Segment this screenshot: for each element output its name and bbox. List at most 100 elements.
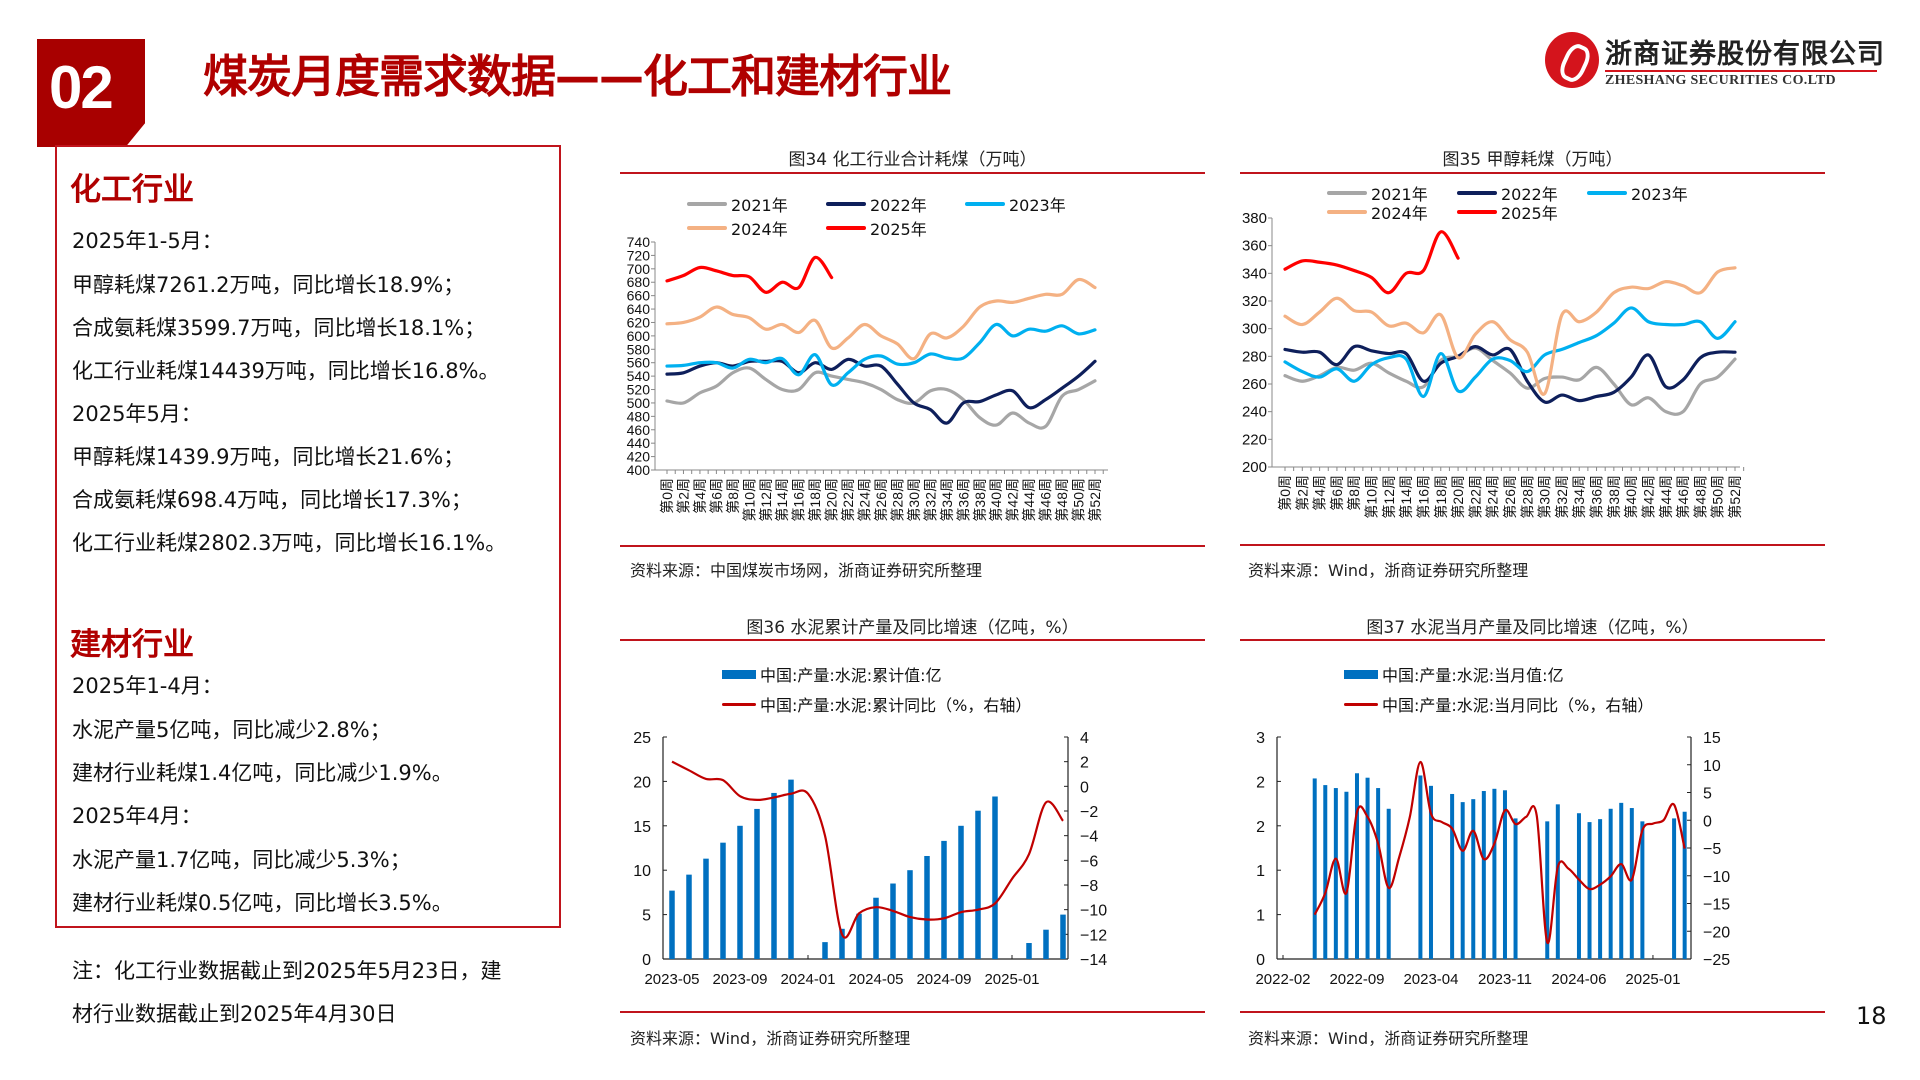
right-tick-label: −2 xyxy=(1080,804,1098,821)
bar xyxy=(1502,790,1507,959)
bar xyxy=(754,808,760,959)
y-tick-label: 300 xyxy=(1242,321,1267,338)
x-tick-label: 第22周 xyxy=(1467,475,1483,519)
x-tick-label: 第2周 xyxy=(1294,475,1310,511)
bar xyxy=(1460,802,1465,959)
bar xyxy=(958,825,964,959)
footnote-line: 材行业数据截止到2025年4月30日 xyxy=(72,1002,397,1026)
legend-label: 2023年 xyxy=(1009,196,1066,215)
chart-34-source: 资料来源：中国煤炭市场网，浙商证券研究所整理 xyxy=(630,561,983,580)
legend-label: 中国:产量:水泥:当月值:亿 xyxy=(1382,666,1564,685)
legend-item-2023: 2023年 xyxy=(965,192,1066,216)
bar xyxy=(1354,773,1359,959)
y-tick-label: 640 xyxy=(627,301,651,317)
building-line: 建材行业耗煤1.4亿吨，同比减少1.9%。 xyxy=(72,761,453,785)
legend-swatch xyxy=(1327,210,1367,214)
bar xyxy=(890,883,896,959)
x-tick-label: 第36周 xyxy=(955,478,971,522)
series-line-2023年 xyxy=(665,322,1097,387)
series-line-2025年 xyxy=(1283,230,1460,295)
legend-item-cumulative-output: 中国:产量:水泥:累计值:亿 xyxy=(722,662,942,686)
legend-swatch xyxy=(965,202,1005,206)
bar xyxy=(1344,791,1349,959)
chart-35: 200220240260280300320340360380第0周 第2周 第4周第… xyxy=(1242,210,1745,519)
legend-label: 2025年 xyxy=(870,220,927,239)
legend-item-2023: 2023年 xyxy=(1587,181,1688,205)
bar xyxy=(1640,821,1645,959)
x-tick-label: 第16周 xyxy=(1415,475,1431,519)
right-tick-label: −5 xyxy=(1703,841,1721,858)
chart-36-top-rule xyxy=(620,639,1205,641)
x-tick-label: 第30周 xyxy=(906,478,922,522)
chart-36-bottom-rule xyxy=(620,1011,1205,1013)
series-line-2022年 xyxy=(665,357,1097,425)
y-tick-label: 440 xyxy=(627,435,651,451)
series-line-2021年 xyxy=(665,366,1097,430)
legend-swatch xyxy=(1344,669,1378,679)
bar xyxy=(1608,808,1613,959)
bar xyxy=(1629,808,1634,959)
bar xyxy=(703,858,709,959)
legend-label: 中国:产量:水泥:累计同比（%，右轴） xyxy=(760,696,1032,715)
bar xyxy=(1481,791,1486,959)
y-tick-label: 260 xyxy=(1242,376,1267,393)
yoy-line xyxy=(671,760,1064,939)
left-tick-label: 0 xyxy=(1256,952,1265,969)
y-tick-label: 620 xyxy=(627,314,651,330)
bar xyxy=(907,870,913,959)
bar xyxy=(856,913,862,959)
right-tick-label: −25 xyxy=(1703,952,1730,969)
x-tick-label: 第22周 xyxy=(840,478,856,522)
x-tick-label: 第50周 xyxy=(1710,475,1726,519)
y-tick-label: 540 xyxy=(627,368,651,384)
legend-label: 2025年 xyxy=(1501,204,1558,223)
y-tick-label: 280 xyxy=(1242,348,1267,365)
x-tick-label: 第28周 xyxy=(889,478,905,522)
series-line-2022年 xyxy=(1283,344,1737,404)
right-tick-label: 4 xyxy=(1080,730,1089,747)
bar xyxy=(1333,788,1338,959)
x-tick-label: 第24周 xyxy=(1485,475,1501,519)
x-tick-label: 第32周 xyxy=(1554,475,1570,519)
x-tick-label: 第52周 xyxy=(1727,475,1743,519)
bar xyxy=(1312,778,1317,959)
x-tick-label: 第6周 xyxy=(1329,475,1345,511)
bar xyxy=(1026,943,1032,959)
x-tick-label: 第42周 xyxy=(1005,478,1021,522)
legend-item-cumulative-yoy: 中国:产量:水泥:累计同比（%，右轴） xyxy=(722,692,1031,716)
left-tick-label: 25 xyxy=(633,730,651,747)
y-tick-label: 560 xyxy=(627,355,651,371)
right-tick-label: 10 xyxy=(1703,758,1721,775)
legend-label: 2021年 xyxy=(731,196,788,215)
x-tick-label: 2022-09 xyxy=(1329,971,1384,988)
chart-36-title: 图36 水泥累计产量及同比增速（亿吨，%） xyxy=(746,618,1079,638)
building-line: 2025年4月： xyxy=(72,804,202,828)
x-tick-label: 第10周 xyxy=(1364,475,1380,519)
logo-divider xyxy=(1605,70,1877,72)
x-tick-label: 2023-05 xyxy=(644,971,699,988)
y-tick-label: 720 xyxy=(627,247,651,263)
left-tick-label: 0 xyxy=(642,952,651,969)
right-tick-label: −14 xyxy=(1080,952,1107,969)
legend-swatch xyxy=(1587,191,1627,195)
chemical-line: 化工行业耗煤2802.3万吨，同比增长16.1%。 xyxy=(72,531,507,555)
right-tick-label: −10 xyxy=(1080,903,1107,920)
legend-label: 2022年 xyxy=(870,196,927,215)
chemical-heading: 化工行业 xyxy=(70,172,194,208)
x-tick-label: 2025-01 xyxy=(1625,971,1680,988)
x-tick-label: 第10周 xyxy=(741,478,757,522)
chart-35-bottom-rule xyxy=(1240,544,1825,546)
chart-37-title: 图37 水泥当月产量及同比增速（亿吨，%） xyxy=(1366,618,1699,638)
summary-panel xyxy=(55,145,561,928)
x-tick-label: 2022-02 xyxy=(1255,971,1310,988)
bar xyxy=(1545,821,1550,959)
right-tick-label: −20 xyxy=(1703,924,1730,941)
legend-swatch xyxy=(1327,191,1367,195)
bar xyxy=(1598,819,1603,959)
chart-37: 0 1 1 2 2 3 −25 −20 −15 −10 −5 0 5 10 15 2022-02 2022-09… xyxy=(1255,730,1730,988)
company-logo: 浙商证券股份有限公司 ZHESHANG SECURITIES CO.LTD xyxy=(1545,32,1885,92)
legend-swatch xyxy=(1344,702,1378,706)
x-tick-label: 第40周 xyxy=(988,478,1004,522)
bar xyxy=(1682,811,1687,959)
left-tick-label: 15 xyxy=(633,819,651,836)
